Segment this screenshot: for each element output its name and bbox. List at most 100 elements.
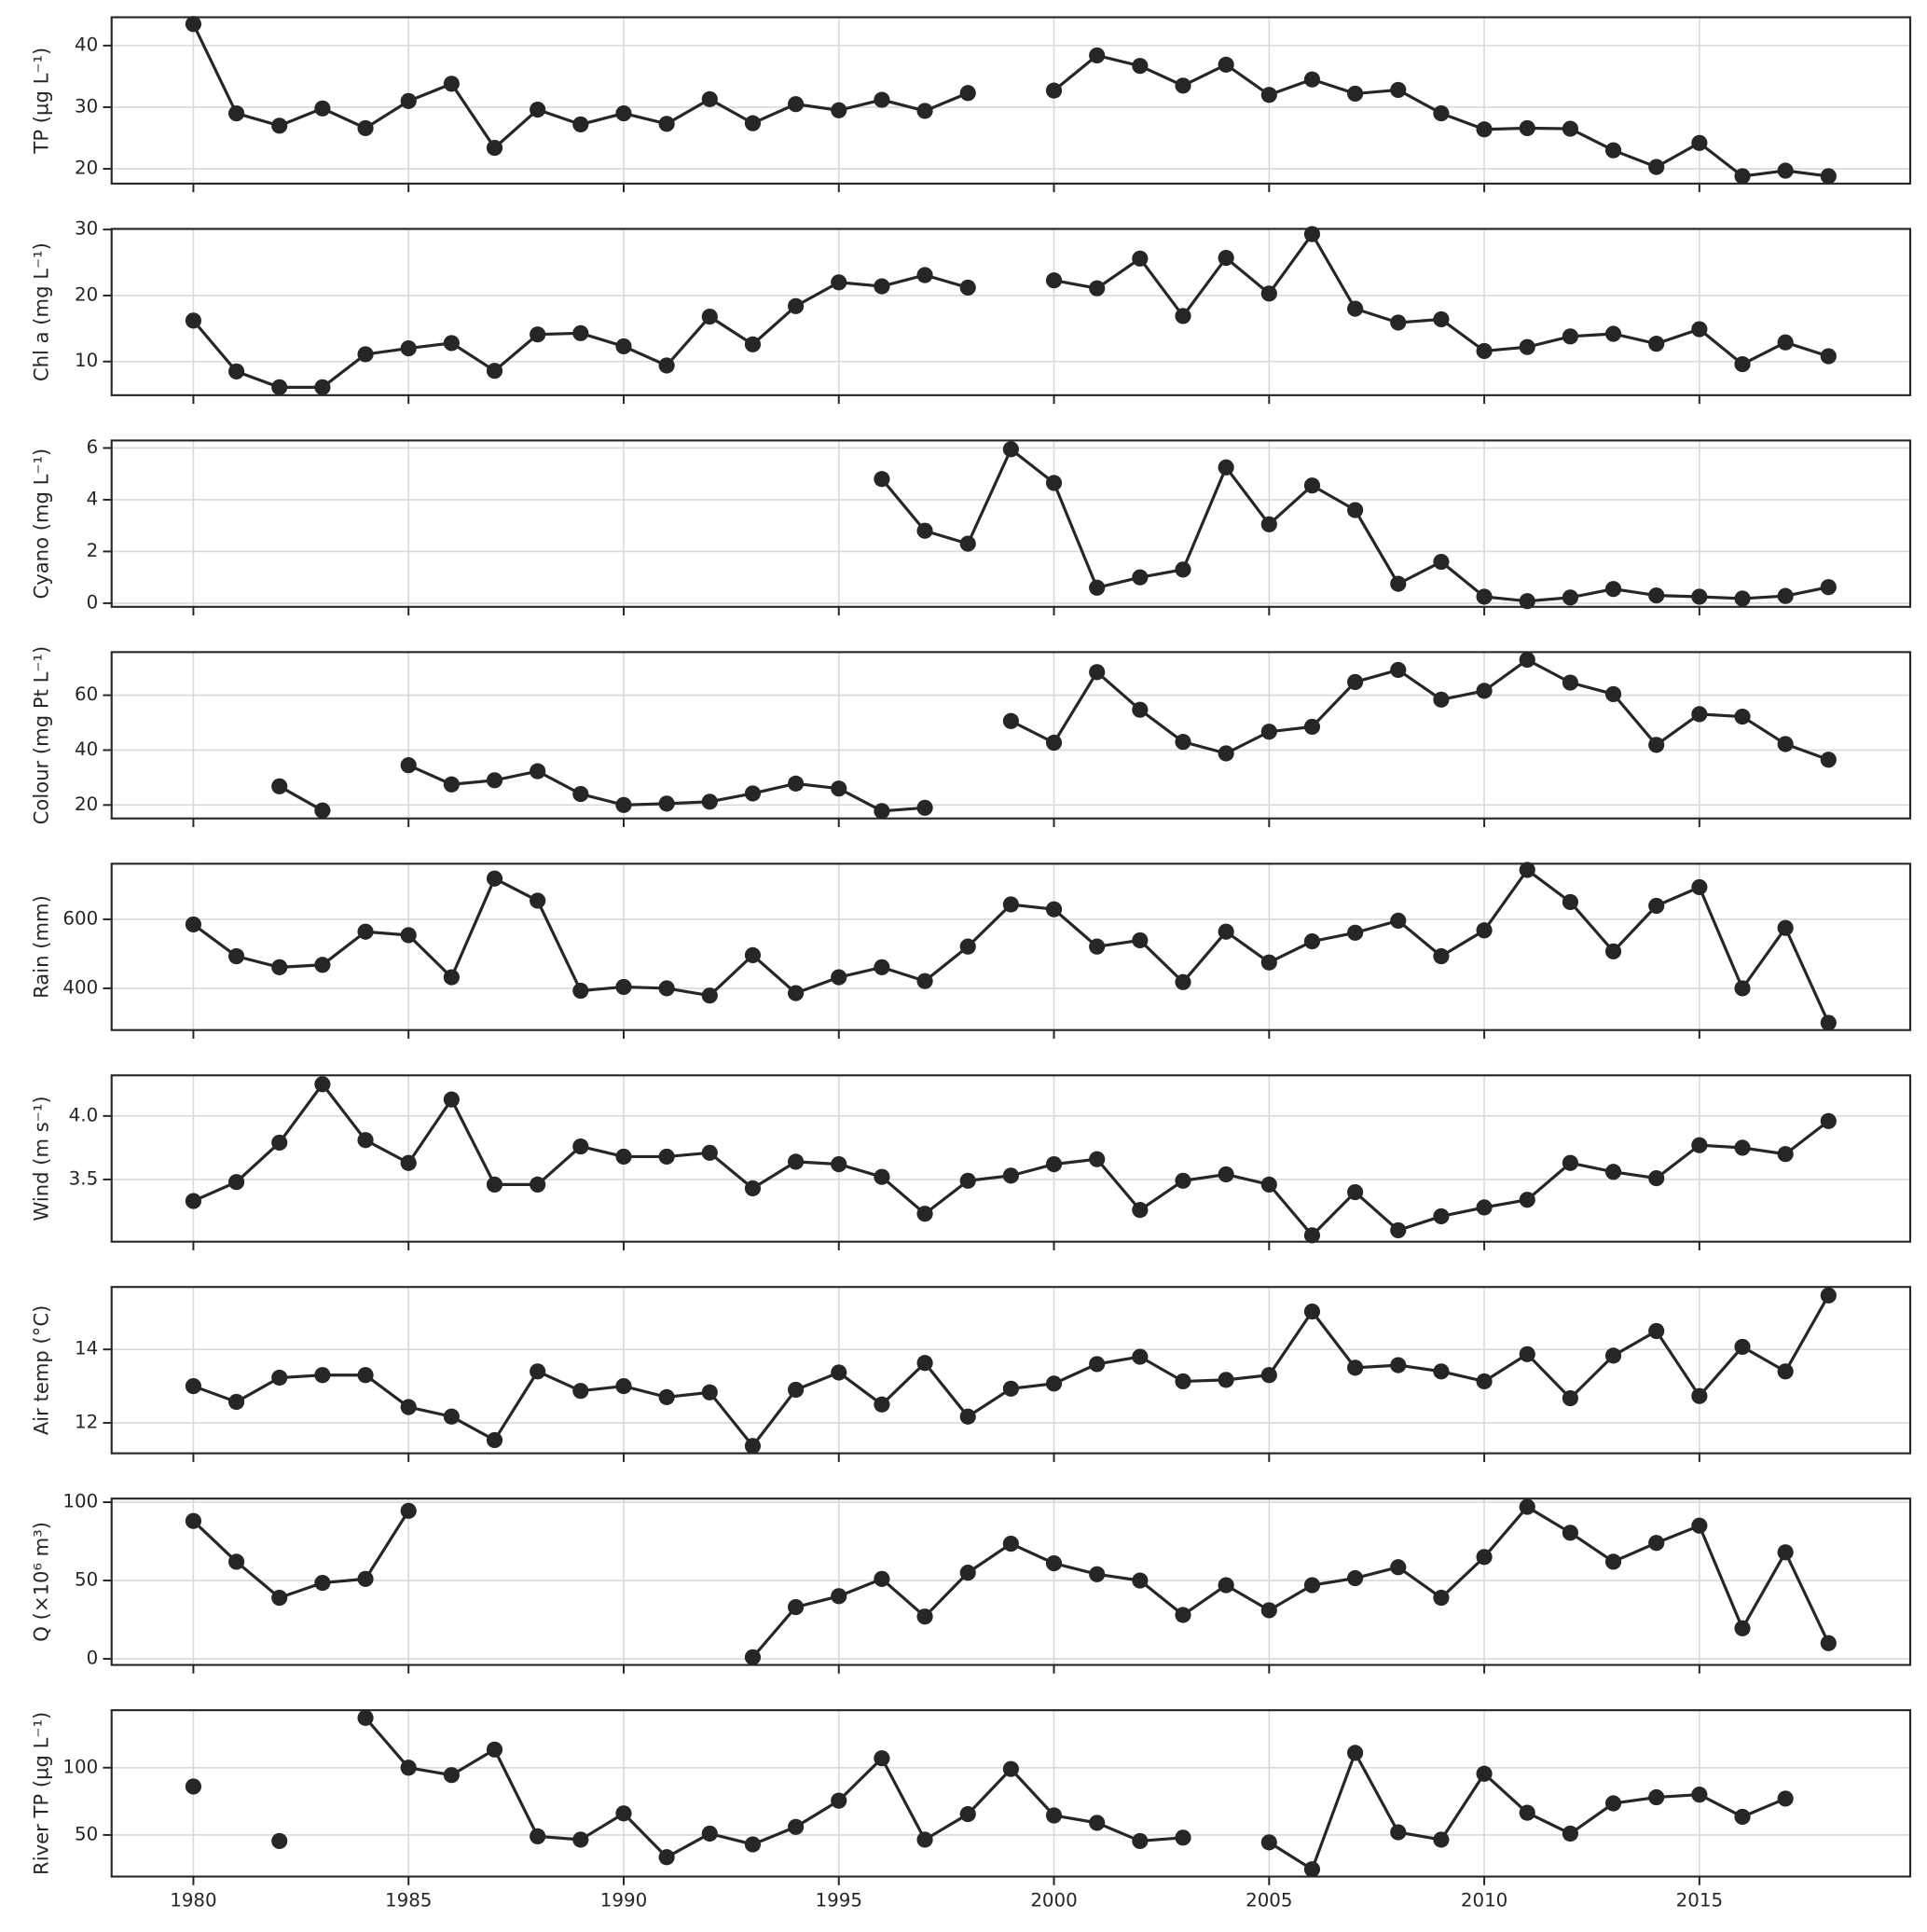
data-point xyxy=(443,1767,460,1784)
plot-frame xyxy=(110,228,1912,396)
data-point xyxy=(1777,1146,1794,1163)
y-axis-label: Chl a (mg L⁻¹) xyxy=(30,242,53,381)
data-point xyxy=(1089,1815,1106,1831)
data-point xyxy=(1691,878,1708,896)
y-tick-label: 100 xyxy=(62,1756,98,1777)
data-point xyxy=(1562,328,1578,345)
data-point xyxy=(1519,862,1535,878)
data-point xyxy=(1089,938,1106,955)
data-point xyxy=(788,1599,805,1616)
data-point xyxy=(658,1849,675,1866)
data-point xyxy=(1476,1199,1493,1216)
data-point xyxy=(701,90,718,107)
data-point xyxy=(1777,334,1794,351)
data-point xyxy=(1303,477,1321,494)
data-point xyxy=(1648,897,1665,915)
data-point xyxy=(1390,1559,1407,1576)
data-point xyxy=(1303,718,1321,736)
y-tick-label: 4 xyxy=(87,488,99,509)
data-point xyxy=(1390,912,1407,929)
data-point xyxy=(1648,737,1665,753)
data-point xyxy=(314,379,331,395)
y-tick-label: 10 xyxy=(75,350,98,371)
data-point xyxy=(1347,673,1364,691)
data-line xyxy=(192,867,1830,1024)
data-point xyxy=(1218,923,1234,940)
data-point xyxy=(1002,1380,1019,1397)
data-point xyxy=(1045,1807,1063,1824)
data-point xyxy=(959,1565,976,1581)
data-point xyxy=(916,1831,933,1848)
data-point xyxy=(314,957,331,973)
data-point xyxy=(227,363,245,380)
data-point xyxy=(1562,1825,1578,1842)
data-point xyxy=(701,987,718,1004)
data-point xyxy=(1390,1824,1407,1841)
data-point xyxy=(400,1399,417,1415)
y-axis-label: Cyano (mg L⁻¹) xyxy=(30,448,53,600)
data-point xyxy=(831,1792,847,1809)
data-point xyxy=(227,947,245,965)
data-point xyxy=(1476,1373,1493,1390)
data-point xyxy=(1648,587,1665,604)
data-point xyxy=(572,1831,589,1848)
plot-frame xyxy=(110,1074,1912,1243)
data-point xyxy=(1476,1549,1493,1566)
data-point xyxy=(1734,1139,1751,1156)
data-point xyxy=(1604,581,1622,598)
data-point xyxy=(357,119,374,137)
data-point xyxy=(1734,980,1751,997)
data-point xyxy=(1089,280,1106,297)
data-point xyxy=(1260,87,1277,104)
data-point xyxy=(271,778,288,794)
data-point xyxy=(271,1134,288,1152)
data-point xyxy=(1562,1525,1578,1541)
data-point xyxy=(1347,502,1364,518)
data-point xyxy=(271,1832,288,1850)
data-line xyxy=(364,1717,1184,1859)
data-point xyxy=(788,775,805,792)
data-point xyxy=(1691,134,1708,151)
data-point xyxy=(1691,706,1708,723)
data-point xyxy=(1347,300,1364,317)
data-point xyxy=(1777,587,1794,604)
data-point xyxy=(1691,1387,1708,1404)
data-point xyxy=(1734,1338,1751,1356)
data-point xyxy=(1820,168,1837,185)
x-tick-label: 2005 xyxy=(1246,1889,1292,1911)
data-point xyxy=(615,338,632,355)
data-point xyxy=(1691,321,1708,338)
data-point xyxy=(615,104,632,122)
data-point xyxy=(1303,1304,1321,1320)
data-point xyxy=(1777,1544,1794,1561)
plot-frame xyxy=(110,862,1912,1031)
data-point xyxy=(314,802,331,819)
data-point xyxy=(1433,691,1450,708)
data-line xyxy=(278,784,323,812)
data-point xyxy=(1132,932,1149,949)
data-point xyxy=(1175,561,1191,578)
data-point xyxy=(658,1388,675,1405)
data-point xyxy=(1002,1535,1019,1552)
data-point xyxy=(658,357,675,374)
data-point xyxy=(1734,590,1751,607)
data-point xyxy=(1175,1829,1191,1846)
data-point xyxy=(1519,1498,1535,1515)
data-point xyxy=(744,115,762,131)
data-point xyxy=(874,91,890,108)
data-point xyxy=(314,1076,331,1093)
data-point xyxy=(400,1154,417,1171)
data-point xyxy=(271,1589,288,1607)
data-point xyxy=(959,1172,976,1189)
data-line xyxy=(1053,231,1829,366)
data-point xyxy=(916,1355,933,1372)
data-point xyxy=(1260,954,1277,971)
data-point xyxy=(1260,285,1277,302)
data-point xyxy=(1604,943,1622,959)
data-point xyxy=(1777,162,1794,179)
data-line xyxy=(751,1505,1830,1659)
y-axis-label: Colour (mg Pt L⁻¹) xyxy=(30,646,53,825)
data-point xyxy=(1045,475,1063,491)
data-point xyxy=(1089,47,1106,64)
data-point xyxy=(1132,569,1149,586)
